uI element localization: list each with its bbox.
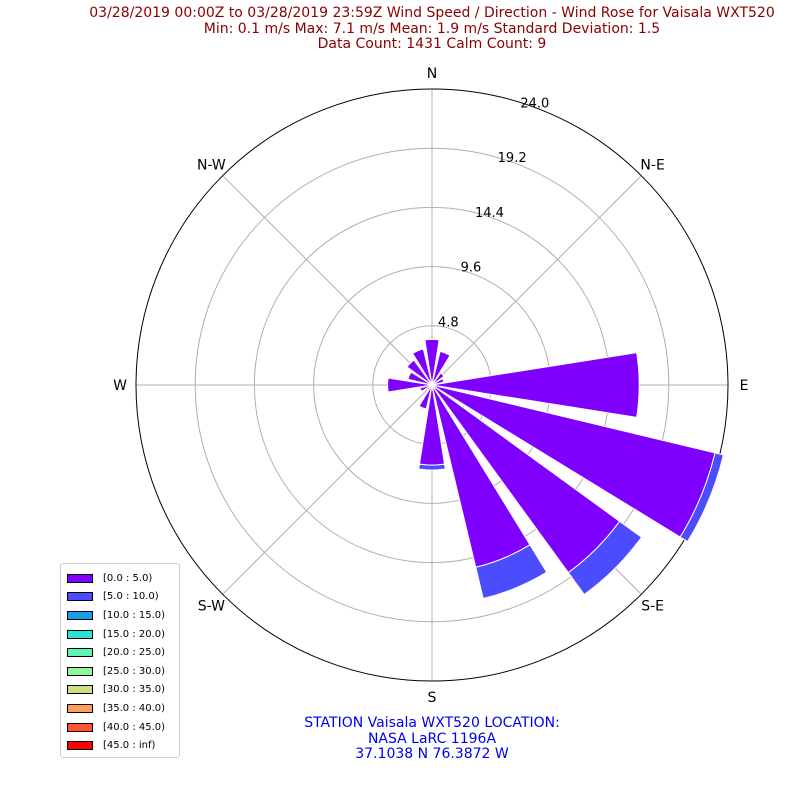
legend-label: [20.0 : 25.0) — [103, 647, 166, 659]
title-line-2: Min: 0.1 m/s Max: 7.1 m/s Mean: 1.9 m/s … — [203, 20, 661, 37]
radial-tick-label: 14.4 — [475, 206, 504, 221]
legend-label: [25.0 : 30.0) — [103, 665, 166, 677]
wind-bar-segment — [431, 377, 445, 386]
radial-tick-label: 4.8 — [438, 315, 459, 330]
wind-bar-segment — [419, 384, 433, 393]
legend-swatch — [67, 685, 93, 695]
station-info: STATION Vaisala WXT520 LOCATION: NASA La… — [232, 715, 632, 763]
radial-tick-label: 9.6 — [461, 261, 482, 276]
direction-label: N-E — [640, 157, 664, 173]
legend-label: [10.0 : 15.0) — [103, 609, 166, 621]
station-line-1: STATION Vaisala WXT520 LOCATION: — [304, 715, 560, 731]
legend-swatch — [67, 592, 93, 602]
legend-item: [15.0 : 20.0) — [67, 625, 173, 644]
title-line-3: Data Count: 1431 Calm Count: 9 — [317, 36, 547, 52]
wind-bar-segment — [418, 463, 446, 471]
legend-swatch — [67, 741, 93, 751]
wind-bar-segment — [387, 377, 433, 393]
legend-item: [35.0 : 40.0) — [67, 699, 173, 718]
wind-bar-segment — [418, 384, 433, 410]
legend-label: [45.0 : inf) — [103, 740, 156, 752]
legend-item: [25.0 : 30.0) — [67, 662, 173, 681]
chart-title: 03/28/2019 00:00Z to 03/28/2019 23:59Z W… — [0, 5, 800, 53]
radial-gridline — [222, 175, 433, 386]
station-line-2: NASA LaRC 1196A — [367, 730, 497, 747]
radial-gridline — [222, 384, 433, 595]
direction-label: N-W — [197, 157, 226, 173]
legend-item: [30.0 : 35.0) — [67, 681, 173, 700]
outer-ring — [135, 88, 729, 682]
legend-label: [0.0 : 5.0) — [103, 572, 153, 584]
grid-ring — [194, 147, 670, 623]
direction-label: S-W — [198, 599, 225, 615]
legend-label: [5.0 : 10.0) — [103, 591, 159, 603]
direction-label: E — [740, 378, 749, 394]
title-line-1: 03/28/2019 00:00Z to 03/28/2019 23:59Z W… — [89, 5, 775, 21]
direction-label: W — [113, 378, 127, 394]
wind-bar-segment — [567, 520, 643, 596]
direction-label: N — [427, 66, 437, 82]
legend-swatch — [67, 722, 93, 732]
radial-tick-label: 24.0 — [520, 97, 549, 112]
legend-item: [10.0 : 15.0) — [67, 606, 173, 625]
legend-item: [20.0 : 25.0) — [67, 643, 173, 662]
legend-item: [0.0 : 5.0) — [67, 569, 173, 588]
legend-item: [45.0 : inf) — [67, 736, 173, 755]
legend-swatch — [67, 648, 93, 658]
wind-bar-segment — [424, 338, 440, 386]
legend-item: [5.0 : 10.0) — [67, 588, 173, 607]
axis-labels: 4.8 9.6 14.4 19.2 24.0 N N-E E S-E S S-W W N-W — [113, 66, 748, 706]
wind-bar-segment — [431, 372, 445, 386]
wind-bar-segment — [679, 452, 725, 543]
legend-swatch — [67, 629, 93, 639]
radial-tick-label: 19.2 — [498, 151, 527, 166]
radial-gridline — [431, 175, 642, 386]
wind-bar-segment — [411, 348, 433, 386]
speed-legend: [0.0 : 5.0) [5.0 : 10.0) [10.0 : 15.0) [15.… — [60, 563, 180, 758]
station-line-3: 37.1038 N 76.3872 W — [355, 746, 509, 762]
wind-bar-segment — [431, 350, 451, 386]
legend-swatch — [67, 573, 93, 583]
legend-swatch — [67, 610, 93, 620]
wind-bar-segment — [406, 359, 433, 386]
wind-bar-segment — [431, 352, 640, 418]
legend-item: [40.0 : 45.0) — [67, 718, 173, 737]
direction-label: S-E — [641, 599, 664, 615]
legend-swatch — [67, 666, 93, 676]
direction-label: S — [428, 690, 437, 706]
wind-bar-segment — [407, 371, 433, 386]
legend-label: [15.0 : 20.0) — [103, 628, 166, 640]
legend-label: [30.0 : 35.0) — [103, 684, 166, 696]
legend-label: [40.0 : 45.0) — [103, 721, 166, 733]
wind-rose-bars — [387, 338, 725, 600]
wind-bar-segment — [475, 544, 548, 600]
legend-swatch — [67, 703, 93, 713]
legend-label: [35.0 : 40.0) — [103, 702, 166, 714]
